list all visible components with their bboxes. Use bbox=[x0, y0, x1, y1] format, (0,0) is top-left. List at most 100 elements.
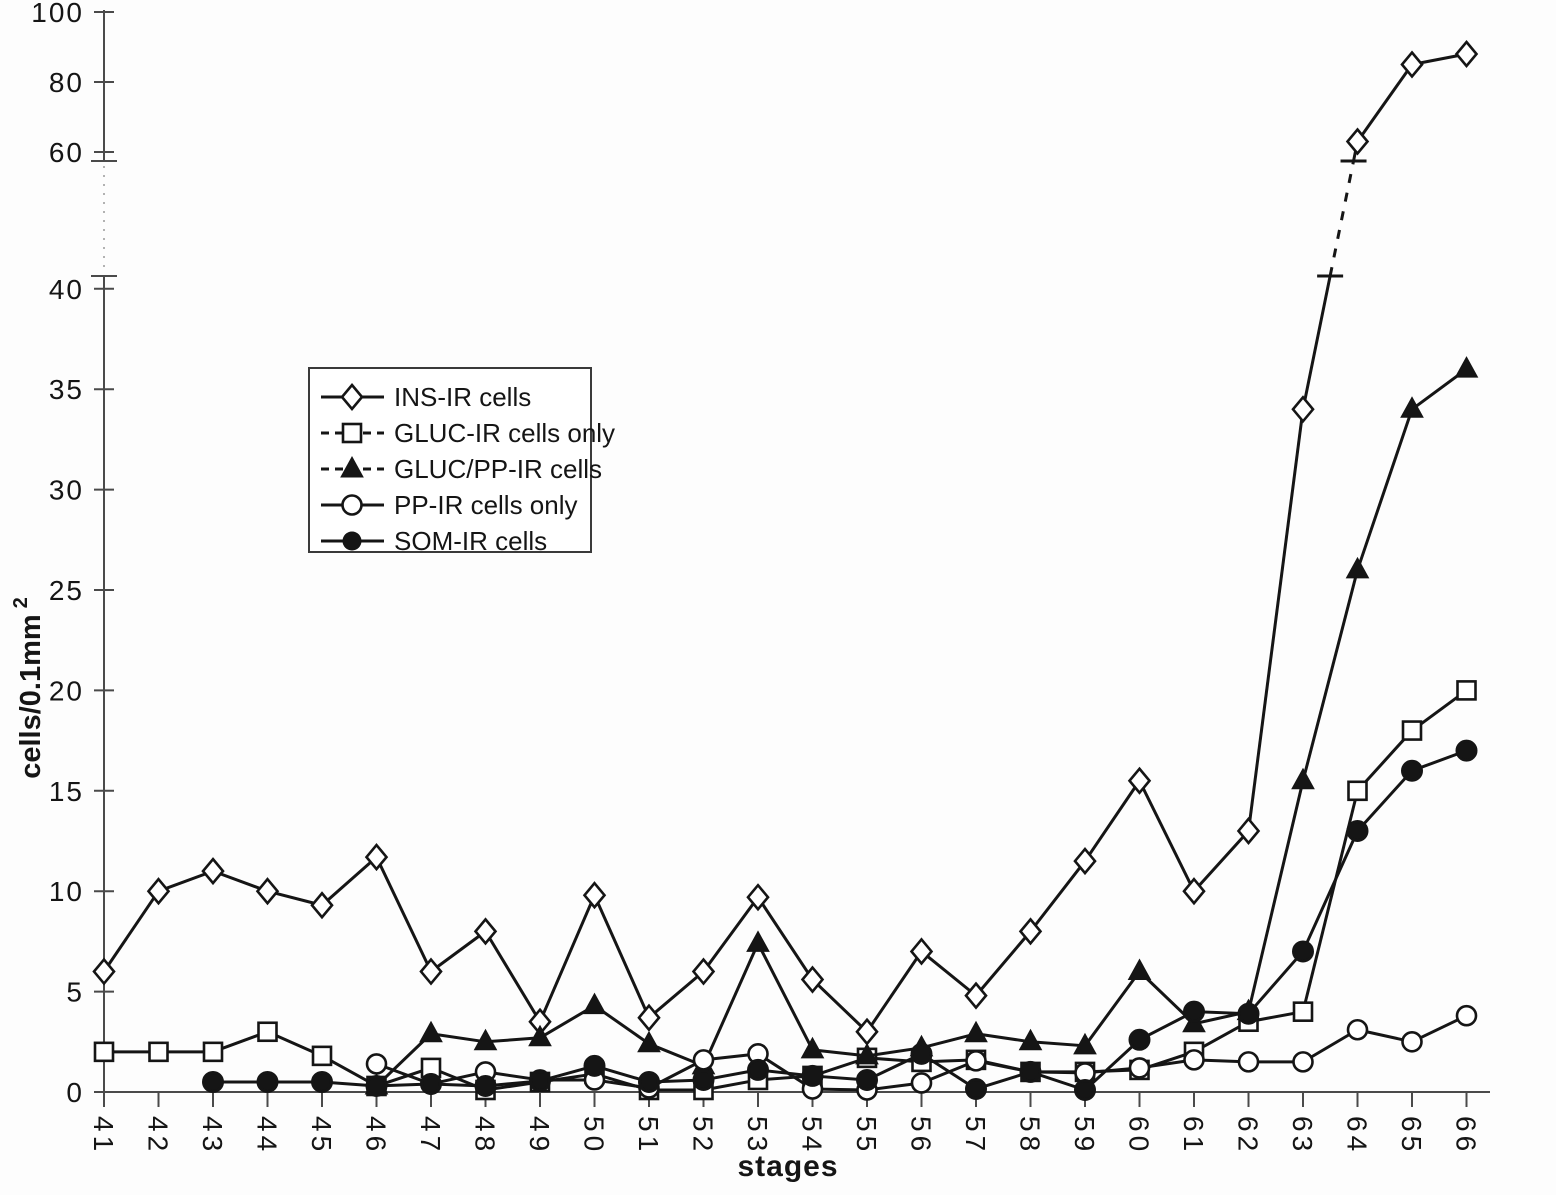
circle-filled-marker bbox=[1346, 819, 1369, 842]
circle-open-marker bbox=[1401, 1031, 1423, 1053]
diamond-marker bbox=[746, 883, 770, 912]
circle-filled-marker bbox=[1019, 1060, 1042, 1083]
legend-item-gluc-pp: GLUC/PP-IR cells bbox=[321, 454, 602, 484]
square-marker bbox=[1456, 680, 1477, 701]
diamond-marker bbox=[1018, 917, 1043, 946]
svg-text:100: 100 bbox=[31, 0, 84, 28]
series-som bbox=[202, 739, 1478, 1101]
series-gluc-pp bbox=[364, 356, 1479, 1095]
svg-text:46: 46 bbox=[361, 1116, 392, 1155]
legend-item-pp: PP-IR cells only bbox=[321, 490, 578, 520]
triangle-marker bbox=[855, 1042, 879, 1065]
legend-item-som: SOM-IR cells bbox=[321, 526, 547, 556]
square-marker bbox=[257, 1021, 278, 1043]
series-gluc-pp-markers bbox=[364, 356, 1479, 1095]
diamond-marker bbox=[1073, 847, 1097, 876]
triangle-marker bbox=[800, 1036, 825, 1059]
legend-label: INS-IR cells bbox=[394, 382, 531, 412]
circle-filled-marker bbox=[1074, 1078, 1096, 1101]
diamond-marker bbox=[92, 957, 116, 986]
triangle-marker bbox=[746, 930, 770, 952]
diamond-marker bbox=[800, 965, 825, 994]
y-tick-labels: 0 5 10 15 20 25 30 35 40 60 80 100 bbox=[31, 0, 84, 1108]
diamond-marker bbox=[1291, 395, 1315, 424]
circle-filled-marker bbox=[1455, 739, 1478, 762]
triangle-marker bbox=[528, 1024, 552, 1047]
svg-text:63: 63 bbox=[1287, 1116, 1318, 1155]
triangle-marker bbox=[1345, 556, 1370, 579]
square-marker bbox=[202, 1041, 224, 1063]
svg-text:64: 64 bbox=[1342, 1116, 1373, 1155]
svg-text:48: 48 bbox=[470, 1116, 501, 1155]
circle-filled-marker bbox=[1292, 940, 1314, 963]
diamond-marker bbox=[419, 957, 443, 986]
square-marker bbox=[311, 1045, 333, 1067]
svg-text:52: 52 bbox=[688, 1116, 719, 1155]
svg-text:49: 49 bbox=[524, 1116, 555, 1155]
x-tick-labels: 41 42 43 44 45 46 47 48 49 50 51 52 53 54 55 56 57 58 59 60… bbox=[88, 1116, 1482, 1155]
circle-filled-marker bbox=[365, 1074, 388, 1097]
svg-text:47: 47 bbox=[415, 1116, 446, 1155]
circle-filled-marker bbox=[1128, 1028, 1151, 1051]
y-axis-title: cells/0.1mm2 bbox=[10, 597, 47, 779]
series-som-markers bbox=[202, 739, 1478, 1101]
diamond-marker bbox=[364, 843, 389, 872]
circle-filled-marker bbox=[583, 1054, 606, 1077]
svg-text:45: 45 bbox=[306, 1116, 337, 1155]
legend-label: SOM-IR cells bbox=[394, 526, 547, 556]
circle-open-marker bbox=[341, 494, 363, 516]
svg-text:53: 53 bbox=[742, 1116, 773, 1155]
svg-text:61: 61 bbox=[1178, 1116, 1209, 1155]
diamond-marker bbox=[340, 382, 364, 412]
circle-filled-marker bbox=[1237, 1002, 1260, 1025]
circle-filled-marker bbox=[1183, 1000, 1205, 1023]
svg-text:25: 25 bbox=[49, 575, 84, 606]
diamond-marker bbox=[1454, 39, 1479, 69]
diamond-marker bbox=[146, 877, 171, 906]
diamond-marker bbox=[310, 891, 334, 920]
series-gluc-markers bbox=[93, 680, 1477, 1101]
triangle-marker bbox=[1073, 1032, 1097, 1055]
svg-text:10: 10 bbox=[49, 876, 84, 907]
svg-text:42: 42 bbox=[143, 1116, 174, 1155]
circle-filled-marker bbox=[529, 1069, 551, 1092]
triangle-marker bbox=[1454, 356, 1479, 378]
square-marker bbox=[148, 1041, 169, 1063]
diamond-marker bbox=[637, 1003, 661, 1032]
legend: INS-IR cells GLUC-IR cells only GLUC/PP-IR… bbox=[308, 367, 615, 556]
svg-text:30: 30 bbox=[49, 475, 84, 506]
svg-text:59: 59 bbox=[1069, 1116, 1100, 1155]
circle-filled-marker bbox=[856, 1068, 878, 1091]
diamond-marker bbox=[1400, 50, 1424, 79]
diamond-marker bbox=[964, 981, 988, 1010]
svg-text:35: 35 bbox=[49, 374, 84, 405]
square-marker bbox=[1292, 1001, 1314, 1022]
diamond-marker bbox=[255, 877, 280, 906]
triangle-marker bbox=[582, 992, 607, 1015]
circle-open-marker bbox=[1128, 1057, 1151, 1079]
svg-text:41: 41 bbox=[88, 1116, 119, 1155]
diamond-marker bbox=[1127, 766, 1152, 795]
triangle-marker bbox=[1127, 958, 1152, 981]
circle-open-marker bbox=[1455, 1004, 1478, 1027]
circle-filled-marker bbox=[474, 1074, 497, 1097]
triangle-marker bbox=[1400, 396, 1424, 418]
circle-filled-marker bbox=[311, 1070, 333, 1093]
triangle-marker bbox=[964, 1020, 988, 1043]
circle-filled-marker bbox=[1401, 759, 1423, 782]
diamond-marker bbox=[909, 937, 934, 966]
circle-filled-marker bbox=[202, 1070, 224, 1093]
legend-label: GLUC-IR cells only bbox=[394, 418, 615, 448]
diamond-marker bbox=[1345, 127, 1370, 156]
circle-filled-marker bbox=[342, 531, 362, 551]
svg-text:0: 0 bbox=[66, 1077, 84, 1108]
circle-open-marker bbox=[1183, 1049, 1205, 1071]
svg-text:5: 5 bbox=[66, 977, 84, 1008]
circle-filled-marker bbox=[910, 1042, 933, 1065]
svg-text:44: 44 bbox=[252, 1116, 283, 1155]
circle-filled-marker bbox=[256, 1070, 279, 1093]
diamond-marker bbox=[473, 917, 498, 946]
svg-text:56: 56 bbox=[906, 1116, 937, 1155]
square-marker bbox=[341, 422, 363, 444]
